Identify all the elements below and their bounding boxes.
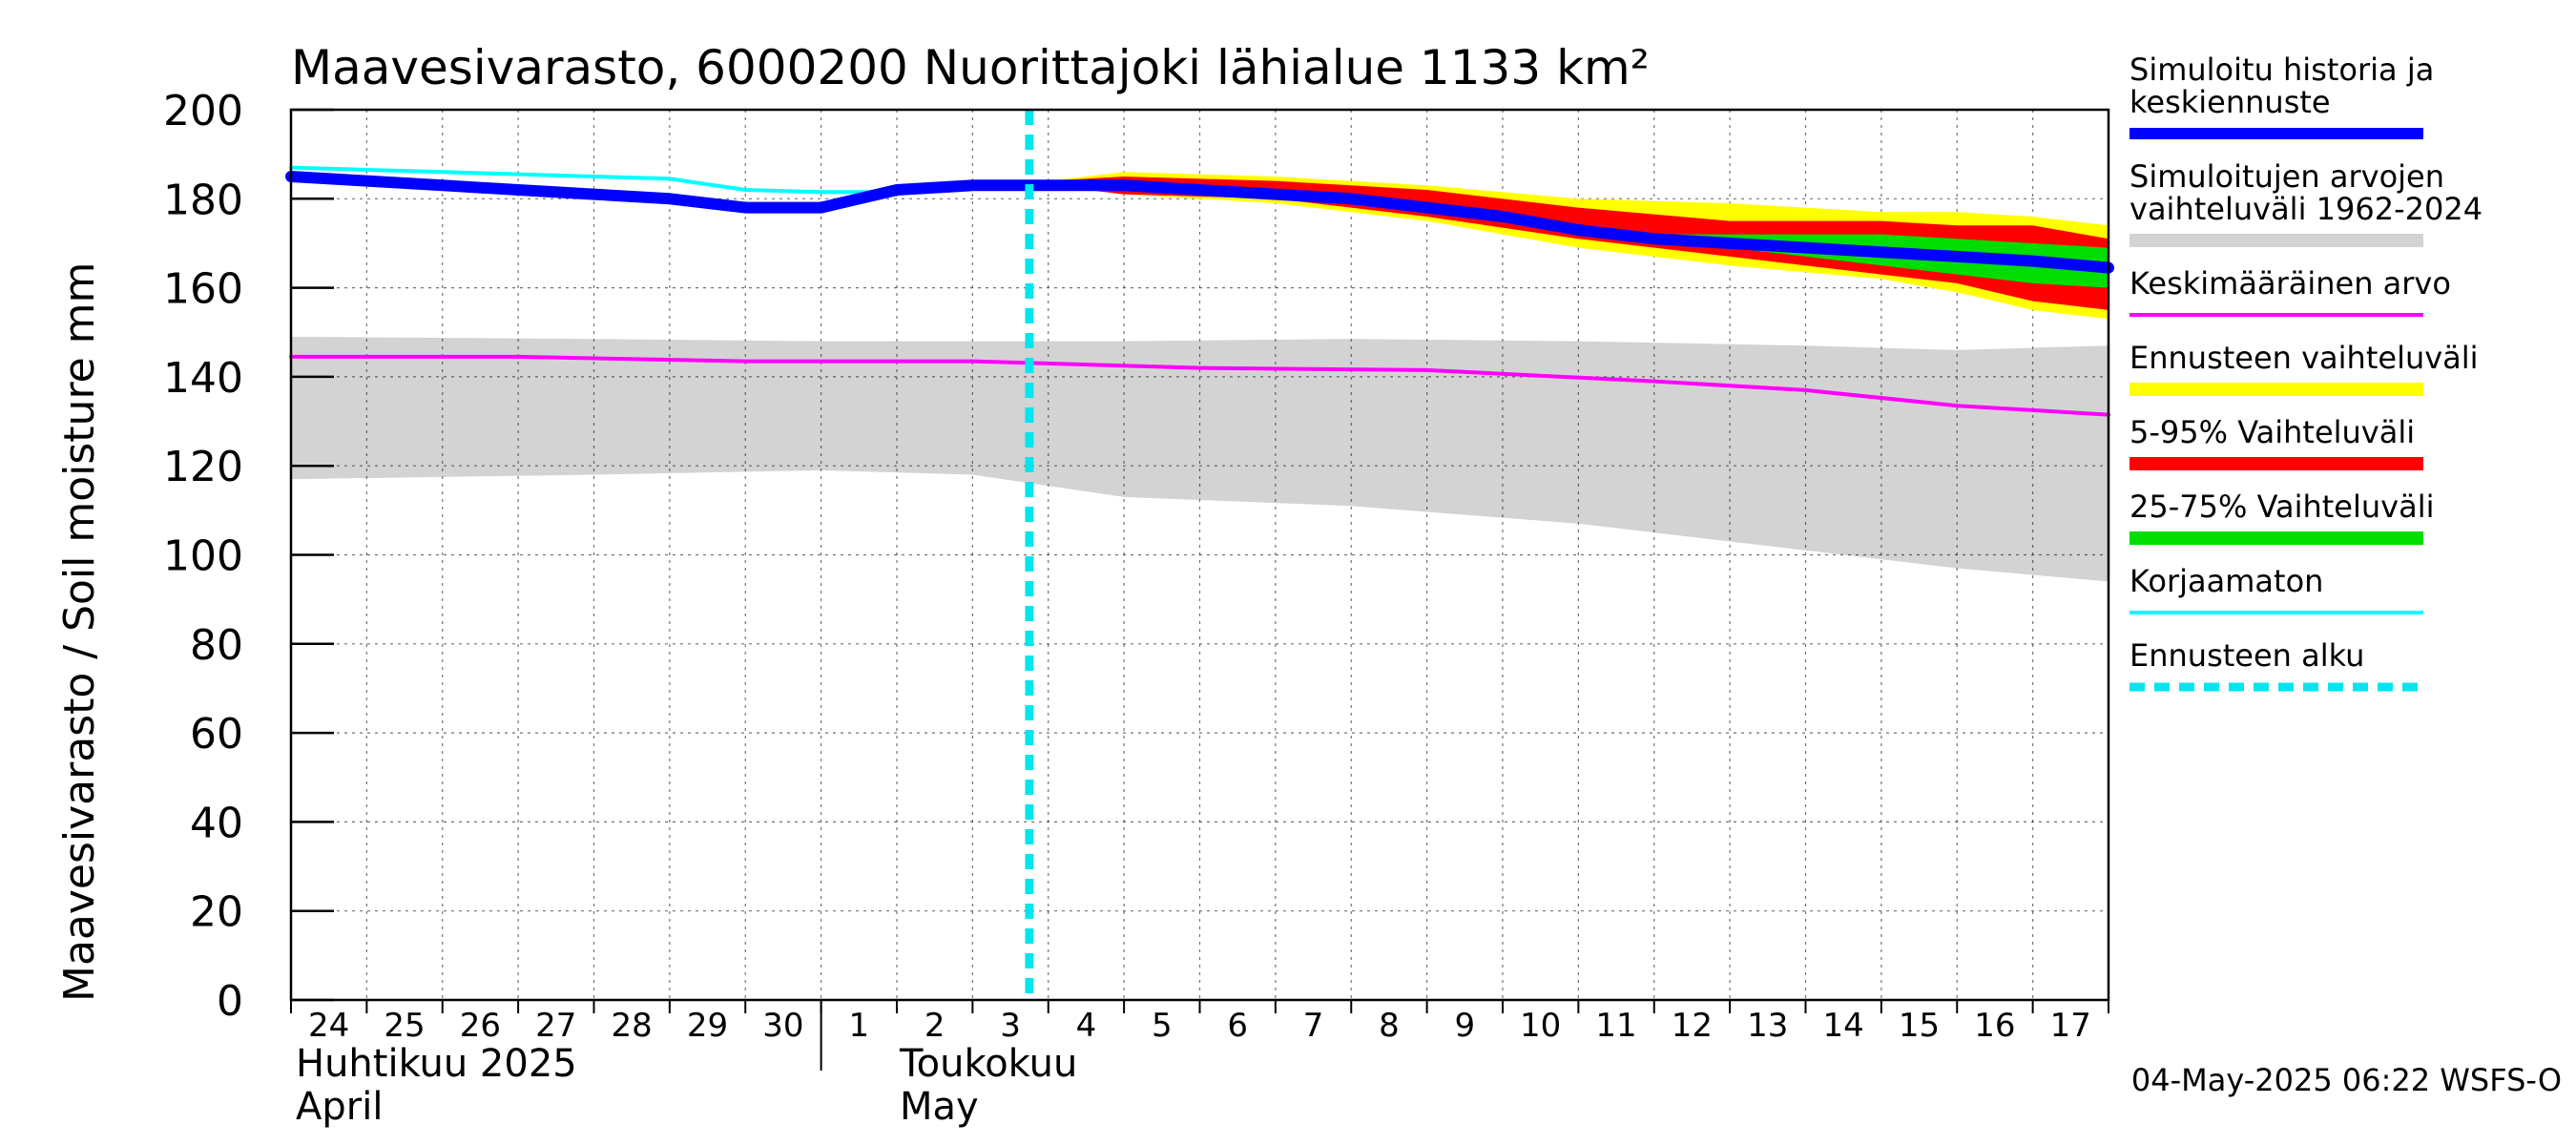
- x-tick-label: 6: [1227, 1007, 1248, 1045]
- x-tick-label: 9: [1454, 1007, 1475, 1045]
- x-tick-label: 15: [1899, 1007, 1940, 1045]
- y-tick-label: 140: [163, 354, 243, 403]
- x-tick-label: 14: [1823, 1007, 1864, 1045]
- x-tick-label: 24: [308, 1007, 349, 1045]
- x-tick-label: 16: [1974, 1007, 2015, 1045]
- y-tick-label: 60: [190, 710, 243, 759]
- y-axis-label: Maavesivarasto / Soil moisture mm: [55, 262, 104, 1002]
- legend-label: vaihteluväli 1962-2024: [2129, 191, 2483, 227]
- y-tick-label: 80: [190, 621, 243, 670]
- x-tick-label: 4: [1076, 1007, 1097, 1045]
- month-label: Toukokuu: [899, 1042, 1077, 1086]
- uncorrected-line: [289, 165, 899, 195]
- x-tick-label: 25: [384, 1007, 425, 1045]
- month-label-english: May: [900, 1085, 979, 1129]
- y-tick-label: 20: [190, 888, 243, 937]
- legend-label: Simuloitu historia ja: [2129, 52, 2434, 88]
- forecast-range-band: [1048, 172, 2109, 320]
- x-tick-label: 27: [535, 1007, 576, 1045]
- legend-label: Ennusteen vaihteluväli: [2129, 340, 2479, 376]
- x-tick-label: 26: [460, 1007, 501, 1045]
- chart-title: Maavesivarasto, 6000200 Nuorittajoki läh…: [291, 40, 1650, 95]
- mean-line: [289, 354, 2110, 417]
- range-1962-2024-band: [291, 336, 2109, 582]
- x-tick-label: 1: [848, 1007, 869, 1045]
- history-forecast-line: [285, 171, 2114, 274]
- legend-label: 5-95% Vaihteluväli: [2129, 414, 2415, 450]
- legend-label: Keskimääräinen arvo: [2129, 265, 2451, 302]
- x-tick-label: 17: [2050, 1007, 2091, 1045]
- y-tick-label: 0: [217, 977, 243, 1026]
- legend-label: keskiennuste: [2129, 84, 2331, 120]
- y-tick-label: 180: [163, 176, 243, 224]
- x-tick-label: 10: [1520, 1007, 1561, 1045]
- legend-label: Korjaamaton: [2129, 563, 2323, 599]
- x-tick-label: 8: [1379, 1007, 1400, 1045]
- x-tick-label: 30: [762, 1007, 803, 1045]
- timestamp-footer: 04-May-2025 06:22 WSFS-O: [2131, 1062, 2562, 1098]
- month-label-english: April: [296, 1085, 383, 1129]
- x-tick-label: 28: [612, 1007, 653, 1045]
- y-tick-label: 120: [163, 443, 243, 491]
- x-tick-label: 2: [924, 1007, 945, 1045]
- x-tick-label: 12: [1672, 1007, 1713, 1045]
- month-label: Huhtikuu 2025: [296, 1042, 577, 1086]
- y-tick-label: 160: [163, 265, 243, 314]
- x-tick-label: 11: [1595, 1007, 1636, 1045]
- legend-label: Ennusteen alku: [2129, 637, 2364, 674]
- y-tick-label: 100: [163, 532, 243, 581]
- y-tick-label: 200: [163, 87, 243, 135]
- y-tick-label: 40: [190, 799, 243, 847]
- x-tick-label: 3: [1000, 1007, 1021, 1045]
- x-tick-label: 13: [1747, 1007, 1788, 1045]
- x-tick-label: 7: [1303, 1007, 1324, 1045]
- legend-label: Simuloitujen arvojen: [2129, 158, 2444, 195]
- x-tick-label: 5: [1152, 1007, 1173, 1045]
- legend-label: 25-75% Vaihteluväli: [2129, 489, 2434, 525]
- x-tick-label: 29: [687, 1007, 728, 1045]
